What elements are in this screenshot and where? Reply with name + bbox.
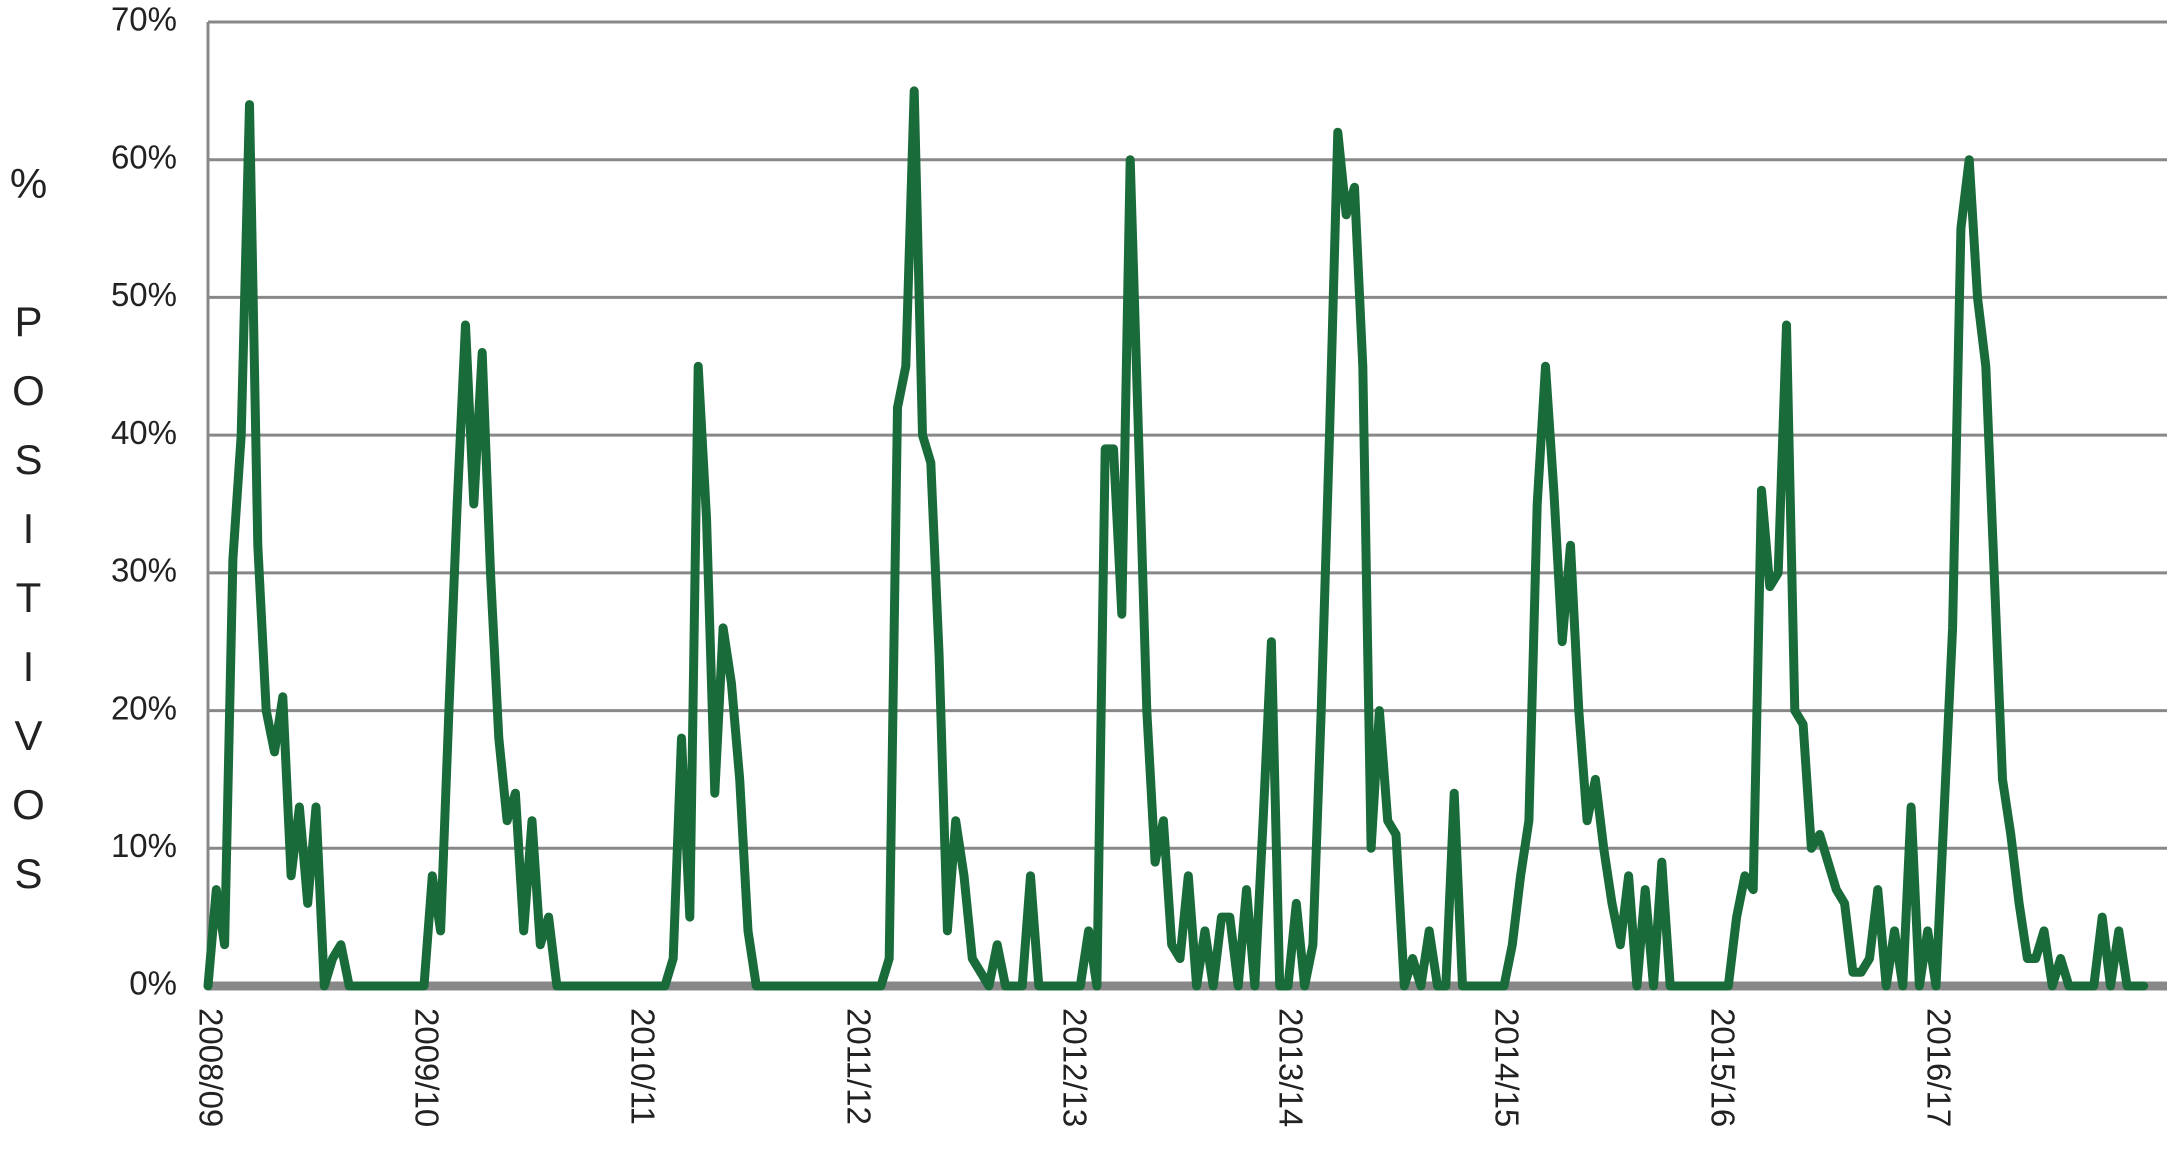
y-tick-label: 70%: [111, 1, 177, 38]
y-tick-label: 50%: [111, 276, 177, 313]
y-tick-label: 0%: [129, 965, 177, 1002]
data-line: [203, 86, 2149, 991]
y-tick-label: 10%: [111, 827, 177, 864]
x-tick-label: 2011/12: [840, 1008, 877, 1125]
y-tick-label: 40%: [111, 414, 177, 451]
x-tick-label: 2016/17: [1920, 1008, 1957, 1127]
y-tick-label: 60%: [111, 138, 177, 175]
x-tick-label: 2010/11: [624, 1008, 661, 1125]
y-tick-label: 30%: [111, 552, 177, 589]
y-tick-label: 20%: [111, 689, 177, 726]
x-tick-label: 2008/09: [192, 1008, 229, 1127]
x-tick-label: 2009/10: [408, 1008, 445, 1127]
y-axis-label: % POSITIVOS: [5, 160, 52, 919]
x-tick-label: 2013/14: [1272, 1008, 1309, 1127]
x-tick-label: 2014/15: [1488, 1008, 1525, 1127]
x-tick-label: 2015/16: [1704, 1008, 1741, 1127]
x-tick-label: 2012/13: [1056, 1008, 1093, 1127]
